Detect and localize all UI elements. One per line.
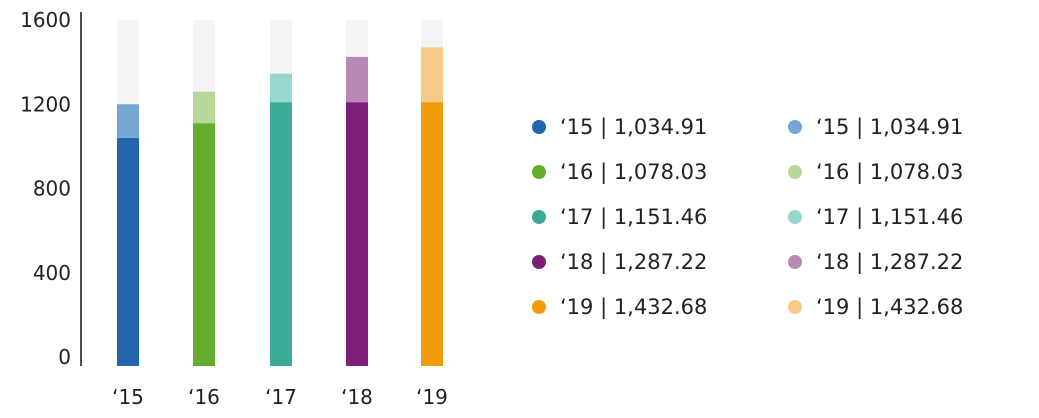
legend-label: ‘18 | 1,287.22 [560,249,708,274]
legend-label: ‘16 | 1,078.03 [816,159,964,184]
bar-top-segment [117,104,139,138]
legend-label: ‘18 | 1,287.22 [816,249,964,274]
y-tick-label: 0 [58,345,71,369]
legend-item: ‘15 | 1,034.91 [532,104,782,149]
legend-label: ‘17 | 1,151.46 [560,204,708,229]
legend-item: ‘19 | 1,432.68 [788,284,1038,329]
legend-right-column: ‘15 | 1,034.91 ‘16 | 1,078.03 ‘17 | 1,15… [788,104,1038,329]
legend-item: ‘17 | 1,151.46 [532,194,782,239]
legend-item: ‘15 | 1,034.91 [788,104,1038,149]
legend-item: ‘17 | 1,151.46 [788,194,1038,239]
y-tick-label: 1200 [20,92,71,116]
legend-dot-icon [788,254,802,269]
bar-base-segment [346,102,368,367]
bar-top-segment [346,56,368,103]
legend-dot-icon [788,119,802,134]
bar-chart: 0 400 800 1200 1600 ‘15 ‘16 ‘17 ‘18 ‘19 [20,8,448,409]
x-tick-label: ‘17 [265,385,297,409]
legend-dot-icon [532,209,546,224]
y-tick-label: 1600 [20,8,71,32]
y-tick-label: 800 [33,177,71,201]
legend-item: ‘16 | 1,078.03 [788,149,1038,194]
legend-item: ‘16 | 1,078.03 [532,149,782,194]
bar-top-segment [193,91,215,124]
bar-base-segment [193,123,215,366]
legend-item: ‘18 | 1,287.22 [788,239,1038,284]
legend-label: ‘19 | 1,432.68 [560,294,708,319]
x-tick-label: ‘19 [416,385,448,409]
legend-dot-icon [788,209,802,224]
legend-label: ‘19 | 1,432.68 [816,294,964,319]
legend-label: ‘15 | 1,034.91 [816,114,964,139]
x-tick-label: ‘18 [341,385,373,409]
legend-dot-icon [532,119,546,134]
legend-dot-icon [532,254,546,269]
y-tick-label: 400 [33,261,71,285]
legend-dot-icon [532,299,546,314]
bar-base-segment [270,102,292,367]
legend-left-column: ‘15 | 1,034.91 ‘16 | 1,078.03 ‘17 | 1,15… [532,104,782,329]
legend-dot-icon [788,164,802,179]
bar-base-segment [421,102,443,367]
legend-item: ‘18 | 1,287.22 [532,239,782,284]
x-tick-label: ‘15 [112,385,144,409]
bar-top-segment [421,47,443,103]
legend-label: ‘16 | 1,078.03 [560,159,708,184]
legend-dot-icon [788,299,802,314]
legend-dot-icon [532,164,546,179]
bar-top-segment [270,73,292,103]
x-tick-label: ‘16 [188,385,220,409]
legend-item: ‘19 | 1,432.68 [532,284,782,329]
bar-base-segment [117,137,139,366]
legend-label: ‘15 | 1,034.91 [560,114,708,139]
legend-label: ‘17 | 1,151.46 [816,204,964,229]
